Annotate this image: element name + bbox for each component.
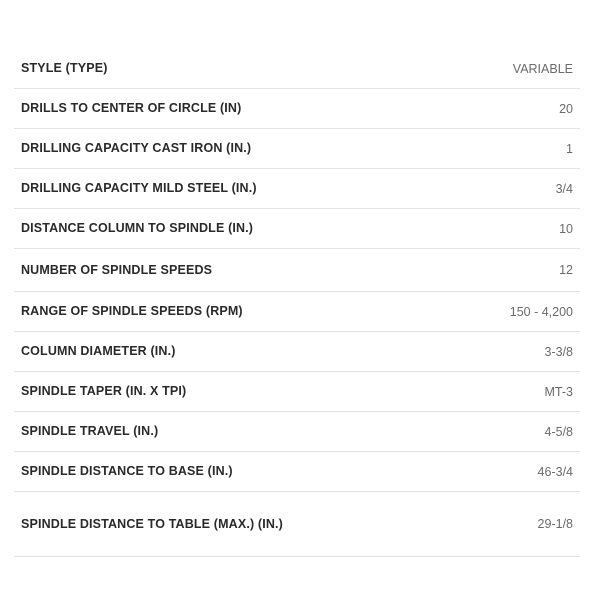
spec-label: SPINDLE TRAVEL (IN.) [21,424,159,438]
spec-label: DRILLING CAPACITY CAST IRON (IN.) [21,141,252,155]
spec-table: STYLE (TYPE) VARIABLE DRILLS TO CENTER O… [14,49,580,557]
spec-row-drills-to-center: DRILLS TO CENTER OF CIRCLE (IN) 20 [14,89,580,129]
spec-label: DRILLS TO CENTER OF CIRCLE (IN) [21,101,242,115]
spec-value: 12 [559,263,573,277]
spec-label: SPINDLE TAPER (IN. X TPI) [21,384,187,398]
spec-label: SPINDLE DISTANCE TO BASE (IN.) [21,464,233,478]
spec-value: 150 - 4,200 [509,304,573,319]
spec-row-capacity-mild-steel: DRILLING CAPACITY MILD STEEL (IN.) 3/4 [14,169,580,209]
spec-label: DRILLING CAPACITY MILD STEEL (IN.) [21,181,257,195]
spec-value: VARIABLE [512,61,573,76]
spec-value: 1 [566,141,573,156]
spec-row-column-diameter: COLUMN DIAMETER (IN.) 3-3/8 [14,332,580,372]
spec-row-spindle-travel: SPINDLE TRAVEL (IN.) 4-5/8 [14,412,580,452]
spec-row-capacity-cast-iron: DRILLING CAPACITY CAST IRON (IN.) 1 [14,129,580,169]
spec-value: 3-3/8 [544,344,574,359]
spec-value: 10 [559,221,573,236]
spec-row-style: STYLE (TYPE) VARIABLE [14,49,580,89]
spec-value: MT-3 [544,384,573,399]
spec-row-column-to-spindle: DISTANCE COLUMN TO SPINDLE (IN.) 10 [14,209,580,249]
spec-value: 20 [559,101,573,116]
spec-row-spindle-speeds-count: NUMBER OF SPINDLE SPEEDS 12 [14,249,580,292]
spec-value: 29-1/8 [537,517,573,531]
spec-value: 46-3/4 [537,464,573,479]
spec-row-spindle-to-table: SPINDLE DISTANCE TO TABLE (MAX.) (IN.) 2… [14,492,580,557]
spec-label: NUMBER OF SPINDLE SPEEDS [21,262,213,277]
spec-row-spindle-taper: SPINDLE TAPER (IN. X TPI) MT-3 [14,372,580,412]
spec-label: COLUMN DIAMETER (IN.) [21,344,176,358]
spec-row-spindle-speed-range: RANGE OF SPINDLE SPEEDS (RPM) 150 - 4,20… [14,292,580,332]
spec-row-spindle-to-base: SPINDLE DISTANCE TO BASE (IN.) 46-3/4 [14,452,580,492]
spec-label: STYLE (TYPE) [21,61,108,75]
spec-value: 3/4 [555,181,573,196]
spec-value: 4-5/8 [544,424,574,439]
spec-label: RANGE OF SPINDLE SPEEDS (RPM) [21,304,243,318]
spec-label: DISTANCE COLUMN TO SPINDLE (IN.) [21,221,254,235]
spec-label: SPINDLE DISTANCE TO TABLE (MAX.) (IN.) [21,516,283,531]
